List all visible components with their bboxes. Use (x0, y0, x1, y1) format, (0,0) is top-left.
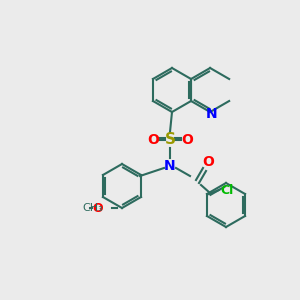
Text: CH₃: CH₃ (82, 203, 103, 213)
Text: N: N (205, 107, 217, 121)
Text: O: O (147, 133, 159, 147)
Text: O: O (202, 155, 214, 169)
Text: O: O (181, 133, 193, 147)
Text: S: S (164, 133, 175, 148)
Text: N: N (164, 159, 176, 173)
Text: Cl: Cl (220, 184, 234, 196)
Text: O: O (93, 202, 103, 214)
